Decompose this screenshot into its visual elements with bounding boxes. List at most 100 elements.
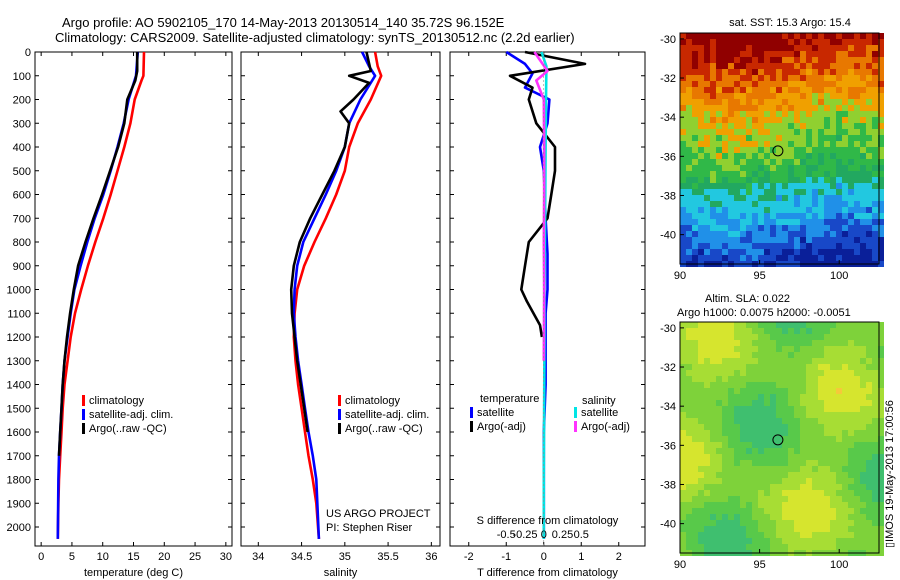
sla-cell — [812, 406, 818, 412]
sla-xtick-label: 90 — [674, 559, 686, 571]
sst-cell — [842, 33, 848, 39]
sst-cell — [812, 189, 818, 195]
sst-cell — [710, 243, 716, 249]
sla-cell — [782, 526, 788, 532]
sla-cell — [836, 358, 842, 364]
sla-cell — [848, 328, 854, 334]
sst-cell — [752, 159, 758, 165]
sla-cell — [728, 514, 734, 520]
sla-ytick-label: -40 — [660, 519, 676, 531]
sst-cell — [854, 231, 860, 237]
sla-cell — [704, 538, 710, 544]
sst-cell — [860, 237, 866, 243]
sst-cell — [710, 135, 716, 141]
sst-cell — [794, 105, 800, 111]
sst-cell — [836, 135, 842, 141]
temperature-xtick-label: 5 — [69, 551, 75, 563]
sst-cell — [854, 237, 860, 243]
sla-cell — [788, 340, 794, 346]
sla-cell — [722, 460, 728, 466]
sla-cell — [788, 520, 794, 526]
sla-cell — [872, 364, 878, 370]
sla-cell — [800, 496, 806, 502]
sst-cell — [800, 105, 806, 111]
sla-cell — [818, 460, 824, 466]
sla-cell — [854, 472, 860, 478]
sla-cell — [788, 328, 794, 334]
sla-cell — [698, 400, 704, 406]
sst-cell — [758, 147, 764, 153]
sla-cell — [854, 526, 860, 532]
sst-cell — [746, 231, 752, 237]
sla-cell — [878, 424, 884, 430]
sla-cell — [746, 514, 752, 520]
sst-cell — [800, 159, 806, 165]
sla-cell — [734, 400, 740, 406]
sla-cell — [728, 328, 734, 334]
sla-cell — [764, 538, 770, 544]
sst-cell — [788, 63, 794, 69]
sla-cell — [734, 442, 740, 448]
sst-cell — [698, 195, 704, 201]
sla-cell — [764, 424, 770, 430]
sst-cell — [734, 201, 740, 207]
sst-cell — [722, 147, 728, 153]
sla-cell — [878, 514, 884, 520]
sst-cell — [722, 129, 728, 135]
sla-cell — [716, 478, 722, 484]
sla-cell — [842, 388, 848, 394]
sst-cell — [818, 141, 824, 147]
sst-cell — [836, 183, 842, 189]
sst-cell — [680, 99, 686, 105]
sst-cell — [854, 93, 860, 99]
sst-cell — [740, 243, 746, 249]
sla-title: Altim. SLA: 0.022 — [705, 293, 790, 305]
sst-cell — [854, 171, 860, 177]
salinity-legend-swatch — [338, 423, 341, 434]
sla-cell — [776, 538, 782, 544]
sla-cell — [716, 334, 722, 340]
sla-cell — [866, 358, 872, 364]
sst-cell — [836, 207, 842, 213]
sla-cell — [824, 508, 830, 514]
sst-cell — [728, 81, 734, 87]
sst-cell — [878, 141, 884, 147]
sst-cell — [764, 231, 770, 237]
sla-cell — [788, 484, 794, 490]
sla-cell — [740, 538, 746, 544]
sst-cell — [746, 81, 752, 87]
sla-cell — [782, 436, 788, 442]
sst-cell — [758, 69, 764, 75]
sst-cell — [878, 147, 884, 153]
sdiff-tick-label: -0.5 — [497, 529, 516, 541]
sla-cell — [728, 538, 734, 544]
sst-cell — [806, 207, 812, 213]
sst-cell — [878, 189, 884, 195]
sla-cell — [860, 328, 866, 334]
sst-cell — [746, 93, 752, 99]
sst-cell — [680, 141, 686, 147]
sst-cell — [728, 177, 734, 183]
sst-cell — [728, 33, 734, 39]
sst-cell — [836, 153, 842, 159]
sla-cell — [854, 478, 860, 484]
sla-cell — [824, 346, 830, 352]
sst-cell — [722, 177, 728, 183]
sla-cell — [788, 412, 794, 418]
sla-cell — [722, 328, 728, 334]
sla-cell — [710, 532, 716, 538]
sla-cell — [794, 406, 800, 412]
sst-cell — [722, 135, 728, 141]
sst-cell — [878, 243, 884, 249]
sla-cell — [770, 454, 776, 460]
sst-cell — [824, 57, 830, 63]
sst-cell — [830, 189, 836, 195]
sla-cell — [836, 478, 842, 484]
sst-cell — [758, 153, 764, 159]
sst-cell — [854, 225, 860, 231]
sst-cell — [848, 39, 854, 45]
sla-cell — [836, 472, 842, 478]
sst-cell — [764, 207, 770, 213]
sla-cell — [818, 382, 824, 388]
sla-cell — [860, 322, 866, 328]
